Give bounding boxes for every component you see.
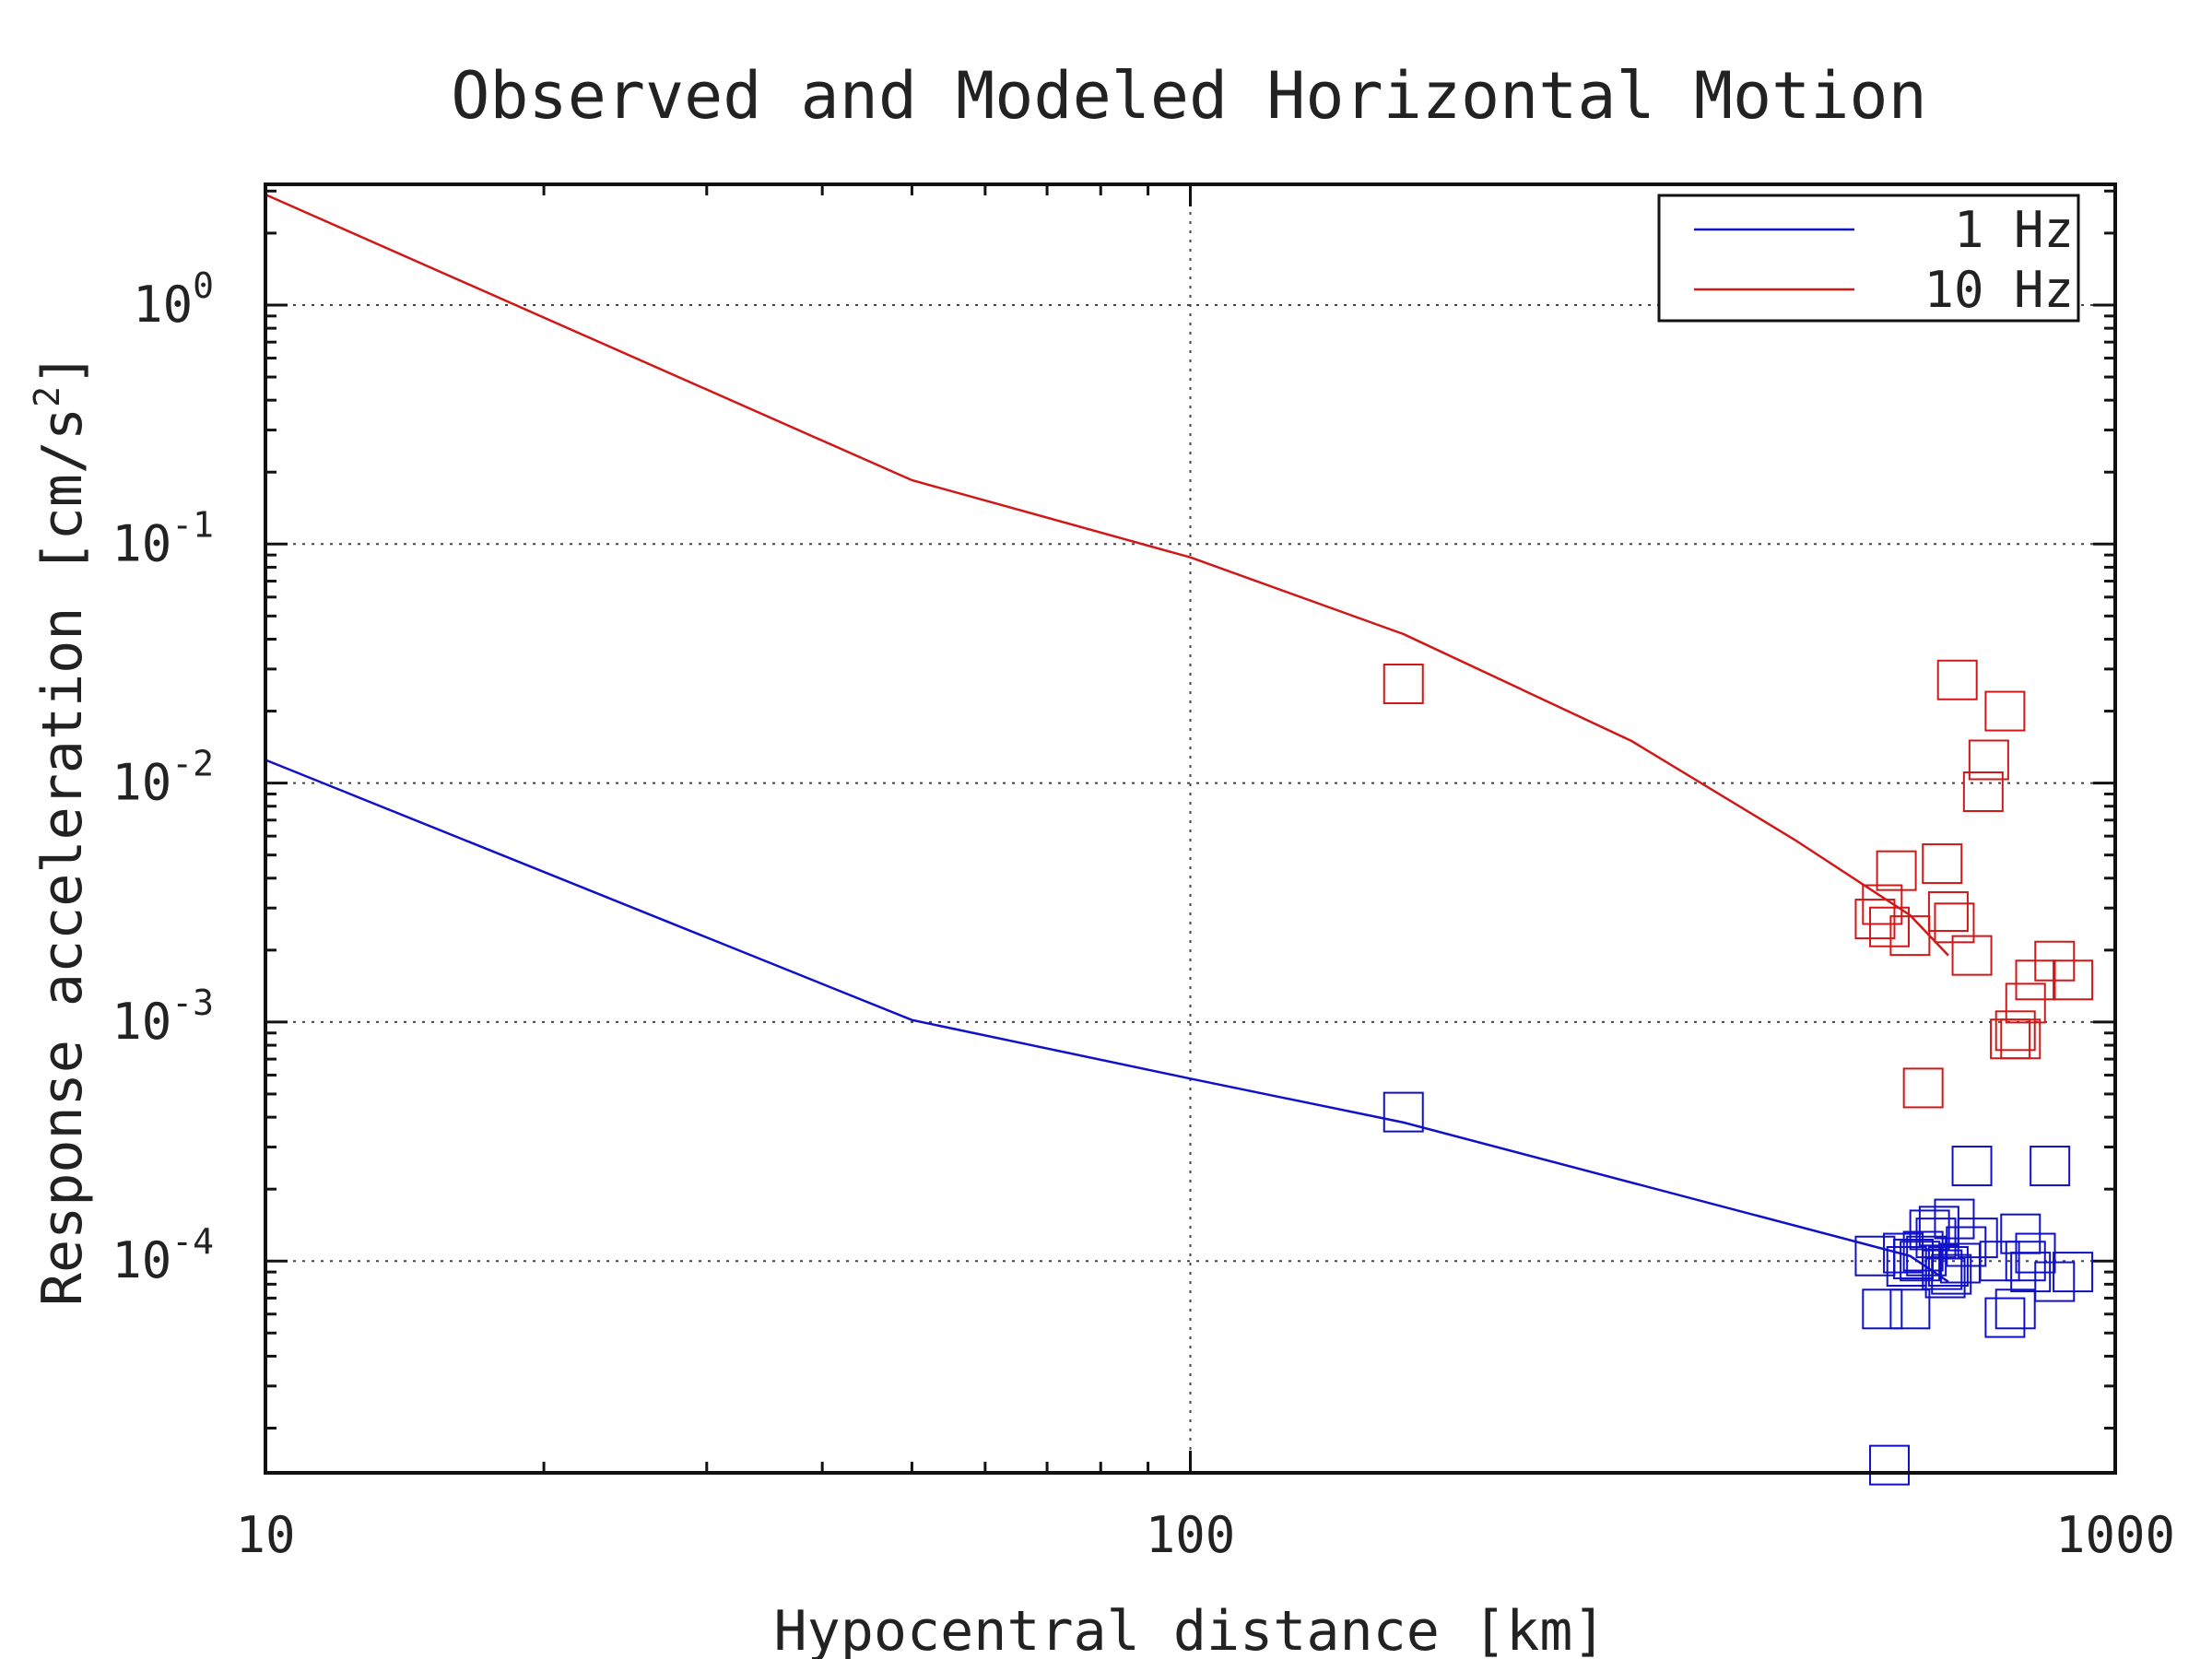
observed-marker-1hz	[2030, 1146, 2071, 1187]
observed-marker-1hz	[1382, 1091, 1424, 1133]
observed-marker-1hz	[1946, 1226, 1987, 1267]
observed-marker-10hz	[1927, 891, 1969, 933]
x-tick-label: 1000	[2055, 1506, 2175, 1564]
observed-marker-1hz	[1922, 1249, 1963, 1290]
legend-box	[1657, 194, 2080, 323]
observed-markers	[1382, 659, 2094, 1486]
observed-marker-10hz	[1994, 1010, 2036, 1052]
x-tick-label: 100	[1146, 1506, 1236, 1564]
y-tick-labels: 100 10-1 10-2 10-3 10-4	[112, 265, 214, 1289]
observed-marker-1hz	[1994, 1288, 2036, 1330]
observed-marker-10hz	[1922, 843, 1963, 885]
observed-marker-1hz	[1957, 1218, 1998, 1259]
axis-ticks	[264, 184, 2117, 1473]
legend: 1 Hz 10 Hz	[1657, 194, 2080, 323]
y-tick-label: 10-3	[112, 982, 214, 1051]
observed-marker-10hz	[1876, 850, 1917, 891]
observed-marker-10hz	[1968, 739, 2009, 781]
model-line-1hz	[265, 759, 1949, 1283]
chart-title: Observed and Modeled Horizontal Motion	[451, 58, 1926, 134]
model-line-10hz	[265, 193, 1949, 957]
observed-marker-10hz	[1984, 690, 2026, 732]
observed-marker-1hz	[2053, 1252, 2094, 1293]
observed-marker-10hz	[1854, 899, 1896, 940]
observed-marker-10hz	[1934, 902, 1975, 944]
observed-marker-1hz	[1924, 1257, 1966, 1299]
observed-marker-10hz	[1889, 915, 1931, 957]
y-tick-label: 100	[133, 265, 214, 334]
legend-label-1hz: 1 Hz	[1954, 201, 2074, 259]
y-axis-label: Response acceleration [cm/s2]	[27, 353, 95, 1306]
x-tick-labels: 10 100 1000	[235, 1506, 2175, 1564]
plot-frame	[264, 182, 2117, 1475]
observed-marker-1hz	[1854, 1235, 1896, 1277]
observed-marker-10hz	[2000, 1018, 2041, 1060]
y-axis-label-end: ]	[30, 353, 95, 386]
y-axis-label-base: Response acceleration [cm/s	[30, 407, 95, 1306]
observed-marker-10hz	[1936, 659, 1978, 700]
observed-marker-10hz	[2053, 959, 2094, 1001]
observed-marker-10hz	[1862, 884, 1903, 925]
observed-marker-10hz	[1902, 1067, 1944, 1109]
legend-label-10hz: 10 Hz	[1924, 261, 2074, 319]
observed-marker-1hz	[1862, 1288, 1903, 1330]
observed-marker-1hz	[1979, 1241, 2020, 1282]
observed-marker-10hz	[1382, 664, 1424, 705]
model-lines	[265, 193, 1949, 1283]
y-axis-label-superscript: 2	[27, 386, 67, 407]
observed-marker-1hz	[1984, 1297, 2026, 1338]
observed-marker-1hz	[1889, 1288, 1931, 1330]
observed-marker-1hz	[2034, 1261, 2076, 1302]
observed-marker-1hz	[1951, 1146, 1993, 1187]
observed-marker-1hz	[2005, 1241, 2046, 1282]
x-axis-label: Hypocentral distance [km]	[773, 1599, 1606, 1659]
observed-marker-10hz	[1951, 935, 1993, 976]
x-tick-label: 10	[235, 1506, 295, 1564]
observed-marker-1hz	[1931, 1253, 1972, 1295]
y-tick-label: 10-4	[112, 1221, 214, 1289]
observed-marker-10hz	[2005, 982, 2046, 1024]
observed-marker-1hz	[1869, 1444, 1911, 1486]
observed-marker-10hz	[1869, 906, 1911, 947]
y-tick-label: 10-2	[112, 744, 214, 812]
observed-marker-10hz	[1962, 771, 2004, 813]
y-tick-label: 10-1	[112, 504, 214, 572]
observed-marker-1hz	[1909, 1209, 1950, 1251]
grid	[265, 184, 2115, 1473]
